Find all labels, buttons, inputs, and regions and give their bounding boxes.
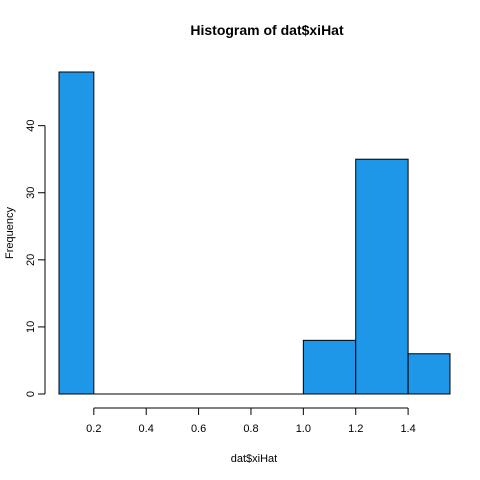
y-tick-label-2: 20 [25, 254, 37, 266]
y-tick-label-1: 10 [25, 321, 37, 333]
x-tick-label-0: 0.2 [86, 423, 101, 435]
x-tick-label-5: 1.2 [348, 423, 363, 435]
x-tick-label-1: 0.4 [139, 423, 154, 435]
y-tick-label-3: 30 [25, 187, 37, 199]
histogram-bar-4 [408, 354, 450, 394]
y-axis-label: Frequency [4, 207, 16, 259]
histogram-bar-3 [356, 159, 408, 394]
y-tick-label-4: 40 [25, 120, 37, 132]
x-tick-label-6: 1.4 [400, 423, 415, 435]
histogram-bar-2 [303, 340, 355, 394]
y-tick-label-0: 0 [25, 391, 37, 397]
bars-group [59, 72, 450, 394]
x-tick-label-3: 0.8 [243, 423, 258, 435]
chart-title: Histogram of dat$xiHat [190, 22, 344, 38]
x-tick-label-4: 1.0 [296, 423, 311, 435]
x-axis: 0.2 0.4 0.6 0.8 1.0 1.2 1.4 [86, 408, 416, 435]
x-axis-label: dat$xiHat [231, 453, 277, 465]
histogram-bar-0 [59, 72, 94, 394]
y-axis: 0 10 20 30 40 [25, 120, 45, 398]
x-tick-label-2: 0.6 [191, 423, 206, 435]
